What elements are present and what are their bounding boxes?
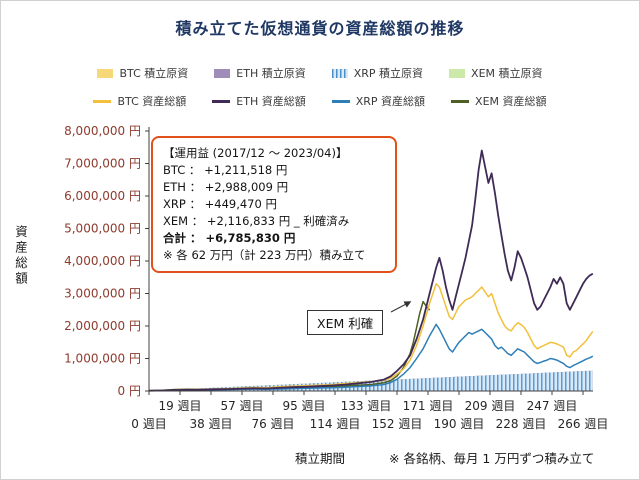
legend-row-assets: BTC 資産総額 ETH 資産総額 XRP 資産総額 XEM 資産総額: [1, 93, 639, 109]
y-tick-label: 8,000,000 円: [64, 124, 141, 138]
profit-annotation-box: 【運用益 (2017/12 ～ 2023/04)】 BTC ： +1,211,5…: [151, 136, 397, 273]
x-tick-label: 57 週目: [220, 399, 263, 413]
legend-item: XEM 資産総額: [451, 93, 547, 109]
legend-item: XRP 資産総額: [331, 93, 426, 109]
legend-row-principal: BTC 積立原資 ETH 積立原資 XRP 積立原資 XEM 積立原資: [1, 65, 639, 81]
y-tick-label: 1,000,000 円: [64, 352, 141, 366]
x-tick-label: 19 週目: [158, 399, 201, 413]
x-tick-label: 133 週目: [341, 399, 392, 413]
x-tick-label: 209 週目: [465, 399, 516, 413]
legend-swatch: [331, 68, 348, 78]
annotation-btc: BTC ： +1,211,518 円: [163, 163, 288, 177]
x-tick-label: 171 週目: [403, 399, 454, 413]
annotation-eth: ETH ： +2,988,009 円: [163, 180, 289, 194]
legend-label: XEM 資産総額: [475, 95, 547, 108]
x-tick-label: 266 週目: [558, 417, 609, 431]
legend-item: BTC 資産総額: [93, 93, 186, 109]
x-tick-label: 114 週目: [310, 417, 361, 431]
legend-item: XEM 積立原資: [449, 65, 543, 81]
legend-item: XRP 積立原資: [331, 65, 424, 81]
xem-callout-arrow: [390, 301, 412, 313]
x-tick-label: 247 週目: [527, 399, 578, 413]
legend-label: XRP 積立原資: [353, 67, 424, 80]
legend-label: ETH 積立原資: [236, 67, 306, 80]
legend-label: XRP 資産総額: [355, 95, 426, 108]
annotation-note: ※ 各 62 万円（計 223 万円）積み立て: [163, 248, 366, 262]
x-tick-label: 152 週目: [372, 417, 423, 431]
legend-swatch: [449, 68, 466, 78]
axes: [145, 127, 593, 395]
y-tick-label: 3,000,000 円: [64, 287, 141, 301]
y-tick-label: 2,000,000 円: [64, 319, 141, 333]
asset-lines: [148, 149, 594, 392]
legend-swatch: [451, 99, 470, 103]
y-tick-label: 0 円: [118, 384, 141, 398]
chart-title: 積み立てた仮想通貨の資産総額の推移: [175, 19, 465, 38]
tick-labels: 8,000,000 円 7,000,000 円 6,000,000 円 5,000,0…: [64, 124, 608, 431]
xem-profit-callout: XEM 利確: [307, 310, 384, 335]
legend-label: ETH 資産総額: [236, 95, 306, 108]
legend-item: BTC 積立原資: [97, 65, 188, 81]
x-tick-label: 95 週目: [282, 399, 325, 413]
footnote: ※ 各銘柄、毎月 1 万円ずつ積み立て: [389, 451, 595, 466]
legend-swatch: [93, 99, 112, 103]
legend-item: ETH 積立原資: [214, 65, 306, 81]
y-axis-title: 資産総額: [13, 225, 28, 287]
legend-item: ETH 資産総額: [212, 93, 306, 109]
series-line: [148, 149, 594, 392]
x-tick-label: 0 週目: [131, 417, 166, 431]
annotation-xrp: XRP ： +449,470 円: [163, 197, 277, 211]
y-tick-label: 6,000,000 円: [64, 189, 141, 203]
x-tick-label: 38 週目: [189, 417, 232, 431]
legend-swatch: [331, 99, 350, 103]
y-tick-label: 7,000,000 円: [64, 157, 141, 171]
y-tick-label: 4,000,000 円: [64, 254, 141, 268]
series-line: [148, 283, 594, 392]
series-line: [148, 323, 594, 392]
legend-label: BTC 資産総額: [117, 95, 187, 108]
legend-label: BTC 積立原資: [119, 67, 189, 80]
y-tick-label: 5,000,000 円: [64, 222, 141, 236]
x-tick-label: 190 週目: [434, 417, 485, 431]
legend-swatch: [97, 68, 114, 78]
x-axis-title: 積立期間: [295, 451, 346, 466]
legend-swatch: [212, 99, 231, 103]
annotation-xem: XEM ： +2,116,833 円 _ 利確済み: [163, 214, 350, 228]
x-tick-label: 228 週目: [496, 417, 547, 431]
legend-swatch: [214, 68, 231, 78]
annotation-total: 合計 ： +6,785,830 円: [163, 231, 296, 245]
x-tick-label: 76 週目: [251, 417, 294, 431]
annotation-header: 【運用益 (2017/12 ～ 2023/04)】: [163, 146, 348, 160]
legend-label: XEM 積立原資: [471, 67, 543, 80]
